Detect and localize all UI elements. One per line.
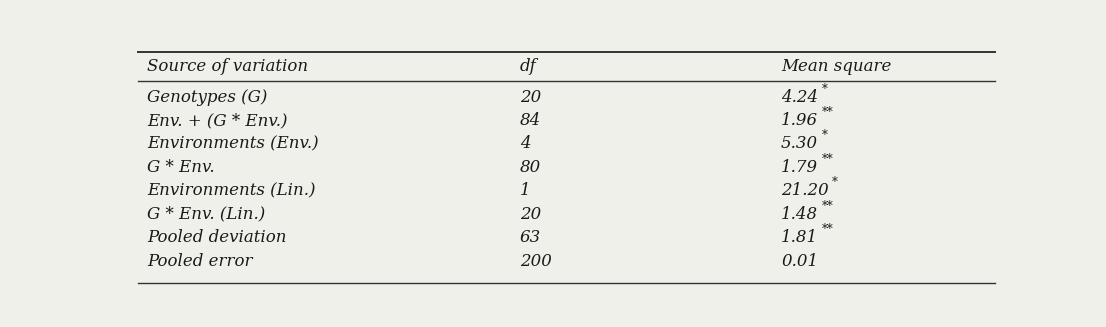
- Text: 1.48: 1.48: [781, 206, 818, 223]
- Text: *: *: [822, 83, 827, 95]
- Text: Source of variation: Source of variation: [147, 58, 307, 75]
- Text: Pooled deviation: Pooled deviation: [147, 229, 286, 246]
- Text: Environments (Lin.): Environments (Lin.): [147, 182, 315, 199]
- Text: 20: 20: [520, 89, 541, 106]
- Text: Genotypes (G): Genotypes (G): [147, 89, 268, 106]
- Text: **: **: [822, 153, 833, 166]
- Text: **: **: [822, 106, 833, 119]
- Text: *: *: [822, 129, 827, 143]
- Text: 0.01: 0.01: [781, 252, 818, 269]
- Text: df: df: [520, 58, 536, 75]
- Text: 1.81: 1.81: [781, 229, 818, 246]
- Text: 1: 1: [520, 182, 530, 199]
- Text: 21.20: 21.20: [781, 182, 828, 199]
- Text: **: **: [822, 223, 833, 236]
- Text: Env. + (G * Env.): Env. + (G * Env.): [147, 112, 288, 129]
- Text: 1.96: 1.96: [781, 112, 818, 129]
- Text: G * Env. (Lin.): G * Env. (Lin.): [147, 206, 265, 223]
- Text: 4: 4: [520, 135, 530, 152]
- Text: G * Env.: G * Env.: [147, 159, 215, 176]
- Text: 200: 200: [520, 252, 552, 269]
- Text: 84: 84: [520, 112, 541, 129]
- Text: 80: 80: [520, 159, 541, 176]
- Text: 20: 20: [520, 206, 541, 223]
- Text: 63: 63: [520, 229, 541, 246]
- Text: **: **: [822, 200, 833, 213]
- Text: 5.30: 5.30: [781, 135, 818, 152]
- Text: *: *: [832, 176, 837, 189]
- Text: 4.24: 4.24: [781, 89, 818, 106]
- Text: 1.79: 1.79: [781, 159, 818, 176]
- Text: Mean square: Mean square: [781, 58, 891, 75]
- Text: Environments (Env.): Environments (Env.): [147, 135, 319, 152]
- Text: Pooled error: Pooled error: [147, 252, 252, 269]
